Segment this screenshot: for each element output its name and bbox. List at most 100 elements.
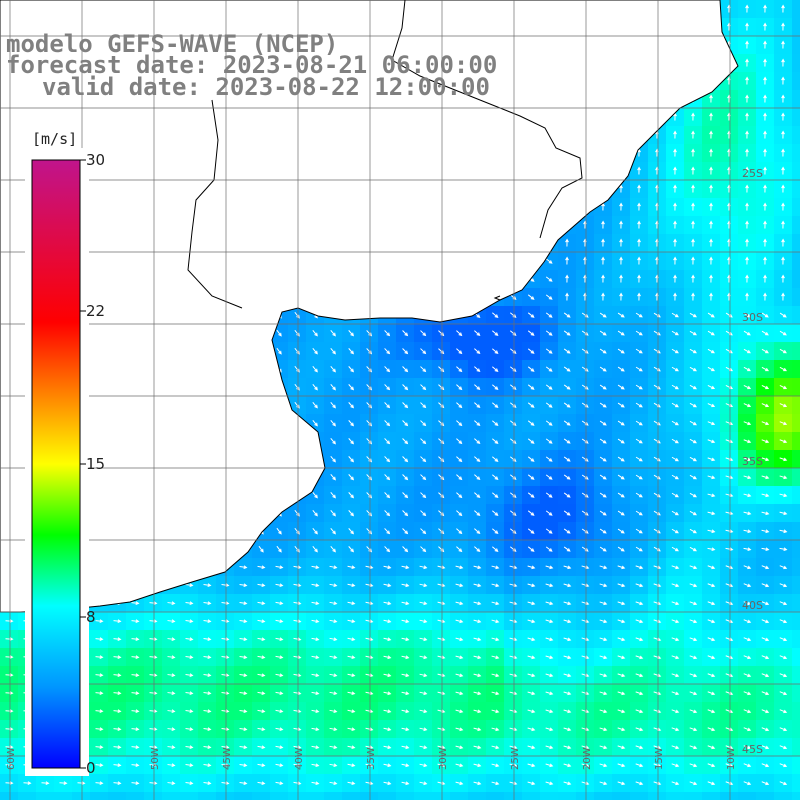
wind-arrow [437,583,446,588]
wind-arrow [743,763,752,768]
wind-arrow [77,781,86,785]
wind-arrow [365,583,374,588]
wind-arrow [635,456,643,462]
wind-arrow [671,366,679,372]
wind-arrow [709,256,713,265]
wind-arrow [545,763,554,768]
wind-arrow [384,438,391,445]
wind-arrow [402,330,409,337]
wind-arrow [779,691,788,696]
colorbar-unit-label: [m/s] [32,130,78,148]
wind-arrow [601,238,605,247]
colorbar-tick-label: 30 [86,151,106,169]
wind-arrow [635,583,644,588]
wind-arrow [563,565,572,570]
wind-arrow [599,528,607,534]
wind-arrow [348,384,355,391]
wind-arrow [329,619,338,624]
field-cell [792,576,800,595]
wind-arrow [437,691,446,696]
wind-arrow [599,438,607,444]
wind-arrow [5,619,14,623]
wind-arrow [275,601,284,606]
wind-arrow [779,565,788,570]
wind-arrow [365,655,374,660]
field-cell [792,432,800,451]
wind-arrow [365,673,374,678]
wind-arrow [635,727,644,732]
wind-arrow [149,691,158,695]
colorbar-tick-label: 0 [86,759,96,777]
wind-arrow [763,220,767,229]
wind-arrow [203,763,212,768]
wind-arrow [455,691,464,696]
wind-arrow [257,781,266,786]
wind-arrow [203,619,212,624]
wind-arrow [743,655,752,660]
wind-arrow [401,583,410,588]
wind-arrow [527,456,535,462]
wind-arrow [671,546,679,552]
wind-arrow [689,492,697,498]
wind-arrow [709,202,713,211]
wind-arrow [474,492,481,499]
wind-arrow [671,601,680,606]
wind-arrow [563,312,571,318]
field-cell [792,342,800,361]
wind-arrow [203,673,212,678]
field-cell [288,792,307,800]
wind-arrow [330,474,336,481]
wind-arrow [113,709,122,713]
wind-arrow [743,348,751,354]
wind-arrow [781,112,785,121]
wind-arrow [691,202,695,211]
wind-arrow [617,691,626,696]
wind-arrow [743,745,752,750]
wind-arrow [383,565,392,570]
wind-arrow [745,76,749,85]
wind-arrow [545,601,554,606]
wind-arrow [239,745,248,750]
wind-arrow [419,637,428,642]
wind-arrow [366,366,373,373]
wind-arrow [131,619,140,623]
wind-arrow [527,402,535,408]
wind-arrow [221,619,230,624]
wind-arrow [401,619,410,624]
colorbar-tick-label: 8 [86,608,96,626]
wind-arrow [312,527,318,535]
wind-arrow [509,673,518,678]
wind-arrow [563,655,572,660]
wind-arrow [527,312,535,318]
wind-arrow [348,510,355,517]
wind-arrow [527,601,536,606]
wind-arrow [617,619,626,624]
wind-arrow [311,673,320,678]
wind-arrow [438,528,445,535]
wind-arrow [167,781,176,786]
wind-arrow [743,583,752,588]
wind-arrow [491,781,500,786]
wind-arrow [599,727,608,732]
wind-arrow [113,763,122,767]
wind-arrow [365,745,374,750]
wind-arrow [5,763,14,767]
wind-arrow [293,727,302,732]
wind-arrow [745,220,749,229]
wind-arrow [527,637,536,642]
wind-arrow [599,546,607,552]
wind-arrow [419,745,428,750]
field-cell [792,306,800,325]
wind-arrow [689,402,697,408]
wind-arrow [437,781,446,786]
wind-arrow [294,509,300,517]
wind-arrow [745,256,749,265]
wind-arrow [599,402,607,408]
field-cell [792,36,800,55]
wind-arrow [293,619,302,624]
wind-arrow [456,330,463,337]
wind-arrow [527,474,535,480]
wind-arrow [761,691,770,696]
wind-arrow [275,637,284,642]
wind-arrow [131,655,140,659]
